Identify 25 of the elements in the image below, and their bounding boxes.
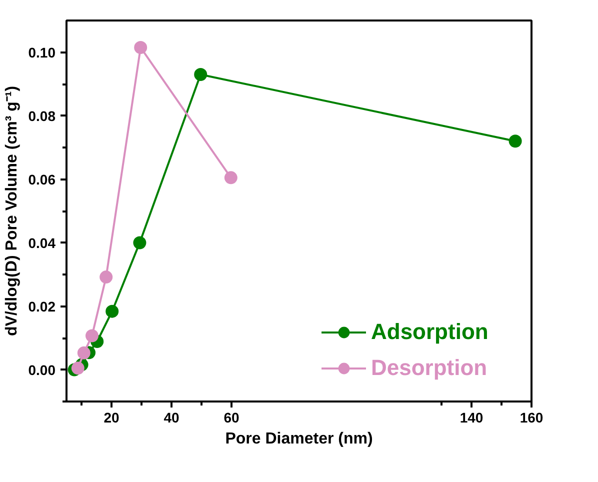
- point: [194, 68, 208, 81]
- point: [77, 346, 90, 360]
- point: [134, 41, 148, 54]
- x-tick-label: 160: [520, 410, 544, 426]
- point: [71, 362, 84, 375]
- legend-label: Desorption: [371, 355, 488, 381]
- x-tick-label: 140: [460, 410, 484, 426]
- point: [86, 329, 98, 342]
- point: [100, 270, 113, 284]
- point: [133, 236, 146, 250]
- y-tick-label: 0.08: [28, 108, 56, 124]
- y-tick-label: 0.02: [28, 298, 56, 314]
- y-tick-label: 0.00: [28, 362, 56, 378]
- point: [106, 304, 119, 318]
- point: [508, 134, 522, 148]
- y-axis-title: dV/dlog(D) Pore Volume (cm³ g⁻¹): [3, 86, 20, 336]
- x-tick-label: 60: [224, 410, 240, 426]
- y-tick-label: 0.04: [28, 234, 56, 251]
- y-tick-label: 0.10: [28, 44, 56, 60]
- x-tick-label: 40: [164, 410, 180, 426]
- x-tick-label: 20: [104, 410, 120, 426]
- y-tick-label: 0.06: [28, 171, 56, 188]
- legend-label: Adsorption: [371, 319, 488, 345]
- point: [224, 171, 238, 184]
- x-axis-title: Pore Diameter (nm): [225, 430, 373, 448]
